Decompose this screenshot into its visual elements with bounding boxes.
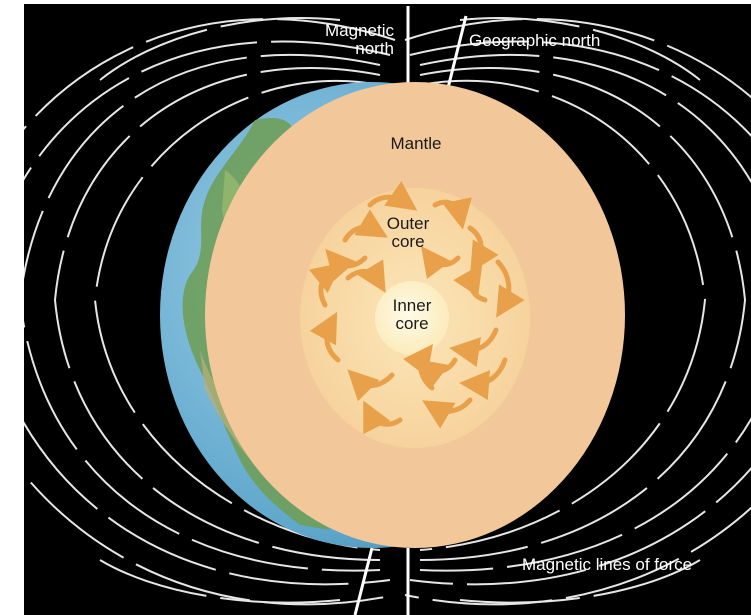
outer-core-label: Outer core	[368, 215, 448, 251]
convection-current-arrow-icon	[459, 357, 508, 401]
convection-current-arrow-icon	[367, 181, 418, 211]
outer-core-label-line2: core	[391, 232, 425, 251]
magnetic-field-lines	[24, 17, 751, 606]
field-line-right-4	[409, 40, 751, 586]
continent-landmass	[182, 118, 330, 530]
field-line-left-5	[24, 18, 396, 606]
geographic-south-axis	[353, 547, 374, 615]
field-line-left-3	[24, 53, 381, 572]
field-line-bottom-right	[459, 559, 701, 604]
field-line-top-left	[99, 17, 341, 81]
field-line-bottom-left	[99, 559, 341, 604]
field-line-left-4	[24, 40, 391, 586]
field-line-left-2	[53, 67, 381, 561]
convection-current-arrow-icon	[453, 263, 488, 303]
inner-core-label-line1: Inner	[392, 296, 432, 315]
convection-current-arrow-icon	[420, 246, 461, 280]
field-line-right-5	[404, 18, 751, 606]
convection-current-arrow-icon	[432, 197, 472, 230]
magnetic-north-label: Magnetic north	[308, 22, 394, 58]
field-line-right-1	[419, 79, 707, 551]
convection-current-arrow-icon	[363, 400, 403, 435]
field-line-right-3	[419, 53, 751, 572]
geographic-north-label: Geographic north	[469, 31, 601, 50]
convection-current-arrow-icon	[422, 397, 473, 429]
mantle-label: Mantle	[390, 134, 442, 153]
magnetic-lines-of-force-label: Magnetic lines of force	[522, 555, 693, 574]
field-line-top-right	[459, 17, 701, 81]
convection-current-arrow-icon	[347, 369, 395, 402]
geographic-north-axis	[446, 15, 468, 89]
convection-current-arrow-icon	[325, 248, 368, 282]
magnetic-north-label-line1: Magnetic	[325, 21, 394, 40]
inner-core-label: Inner core	[372, 297, 452, 333]
convection-current-arrow-icon	[495, 259, 525, 318]
convection-current-arrow-icon	[342, 209, 388, 243]
field-line-right-2	[419, 67, 747, 561]
convection-current-arrow-icon	[449, 327, 499, 367]
inner-core-layer	[375, 281, 449, 355]
field-line-left-1	[93, 79, 381, 551]
convection-current-arrows	[308, 181, 525, 435]
inner-core-label-line2: core	[395, 314, 429, 333]
convection-current-arrow-icon	[309, 311, 341, 363]
magnetic-north-label-line2: north	[355, 39, 394, 58]
outer-core-label-line1: Outer	[386, 214, 430, 233]
convection-current-arrow-icon	[467, 225, 499, 273]
convection-current-arrow-icon	[415, 357, 458, 389]
